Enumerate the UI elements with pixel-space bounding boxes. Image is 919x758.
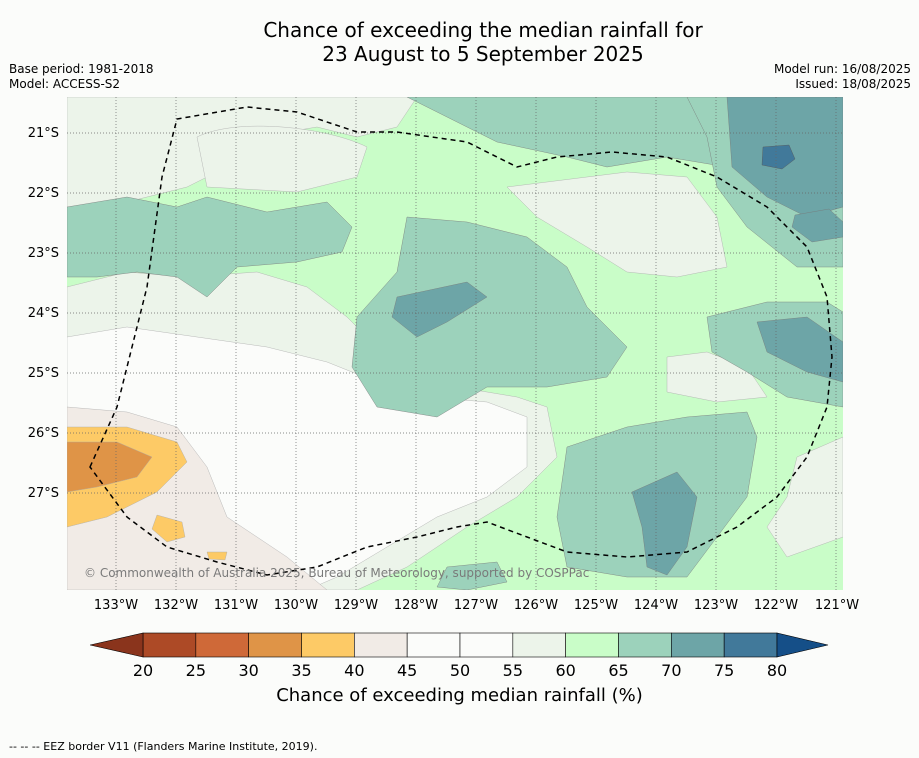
region-65-70-w (67, 196, 353, 298)
colorbar-tick-label: 40 (344, 661, 365, 680)
rainfall-map (67, 97, 843, 590)
map-panel: © Commonwealth of Australia 2025, Bureau… (67, 97, 843, 590)
colorbar-cell (195, 632, 249, 658)
region-65-70-bottom (436, 561, 508, 590)
lat-label-25s: 25°S (27, 366, 59, 381)
lon-label-126w: 126°W (513, 598, 559, 613)
colorbar-cells (142, 632, 778, 658)
lon-label-123w: 123°W (693, 598, 739, 613)
lon-label-132w: 132°W (153, 598, 199, 613)
lon-label-133w: 133°W (93, 598, 139, 613)
lon-label-125w: 125°W (573, 598, 619, 613)
colorbar-cell (723, 632, 778, 658)
region-70-75-s (631, 471, 698, 576)
colorbar-cell (406, 632, 461, 658)
colorbar-cell (354, 632, 408, 658)
region-55-60-e2 (666, 351, 768, 403)
colorbar-cell (301, 632, 355, 658)
region-55-60-n (196, 125, 368, 193)
lat-label-27s: 27°S (27, 486, 59, 501)
region-75-80 (761, 144, 796, 170)
colorbar-tick-label: 35 (291, 661, 312, 680)
region-35-40-small (151, 514, 186, 543)
lon-label-130w: 130°W (273, 598, 319, 613)
lon-label-131w: 131°W (213, 598, 259, 613)
colorbar-label: Chance of exceeding median rainfall (%) (276, 685, 643, 706)
colorbar-tick-label: 50 (449, 661, 471, 680)
colorbar-tick-label: 65 (608, 661, 629, 680)
region-30-35 (67, 441, 153, 493)
lat-label-24s: 24°S (27, 306, 59, 321)
issued-date: Issued: 18/08/2025 (795, 77, 911, 91)
map-title: Chance of exceeding the median rainfall … (0, 18, 919, 66)
colorbar-tick-label: 25 (185, 661, 207, 680)
colorbar-cell (565, 632, 619, 658)
colorbar-cell (459, 632, 514, 658)
colorbar-cell (248, 632, 302, 658)
lat-label-26s: 26°S (27, 426, 59, 441)
model-run: Model run: 16/08/2025 (773, 62, 911, 76)
meta-left: Base period: 1981-2018 Model: ACCESS-S2 (9, 62, 154, 92)
region-35-40-dot (206, 551, 228, 561)
colorbar-low-extend (90, 632, 144, 658)
copyright-text: © Commonwealth of Australia 2025, Bureau… (84, 566, 590, 580)
lat-label-22s: 22°S (27, 186, 59, 201)
graticule (67, 97, 843, 590)
colorbar-cell (671, 632, 725, 658)
model-name: Model: ACCESS-S2 (9, 77, 121, 91)
colorbar-tick-label: 20 (132, 661, 154, 680)
lat-label-23s: 23°S (27, 246, 59, 261)
region-65-70-c (351, 216, 628, 418)
lon-label-121w: 121°W (814, 598, 860, 613)
lon-label-128w: 128°W (393, 598, 439, 613)
eez-border (89, 106, 833, 576)
colorbar-tick-label: 30 (238, 661, 259, 680)
region-55-60-e (506, 171, 728, 278)
colorbar-cell (618, 632, 672, 658)
colorbar-cell (512, 632, 566, 658)
colorbar (90, 632, 829, 658)
region-55-60-se (766, 436, 843, 558)
colorbar-tick-label: 55 (502, 661, 524, 680)
meta-right: Model run: 16/08/2025 Issued: 18/08/2025 (774, 62, 911, 92)
colorbar-tick-label: 70 (661, 661, 682, 680)
title-line-1: Chance of exceeding the median rainfall … (263, 18, 703, 42)
lon-label-124w: 124°W (633, 598, 679, 613)
region-70-75-e (756, 316, 843, 383)
colorbar-tick-label: 75 (713, 661, 735, 680)
colorbar-high-extend (776, 632, 829, 658)
title-line-2: 23 August to 5 September 2025 (322, 42, 644, 66)
eez-footnote: -- -- -- EEZ border V11 (Flanders Marine… (9, 740, 318, 753)
lon-label-129w: 129°W (333, 598, 379, 613)
lat-label-21s: 21°S (27, 126, 59, 141)
region-70-75-e2 (791, 208, 843, 243)
colorbar-tick-label: 45 (396, 661, 418, 680)
colorbar-tick-label: 80 (766, 661, 788, 680)
base-period: Base period: 1981-2018 (9, 62, 154, 76)
colorbar-tick-label: 60 (555, 661, 576, 680)
lon-label-122w: 122°W (753, 598, 799, 613)
colorbar-cell (142, 632, 197, 658)
lon-label-127w: 127°W (453, 598, 499, 613)
